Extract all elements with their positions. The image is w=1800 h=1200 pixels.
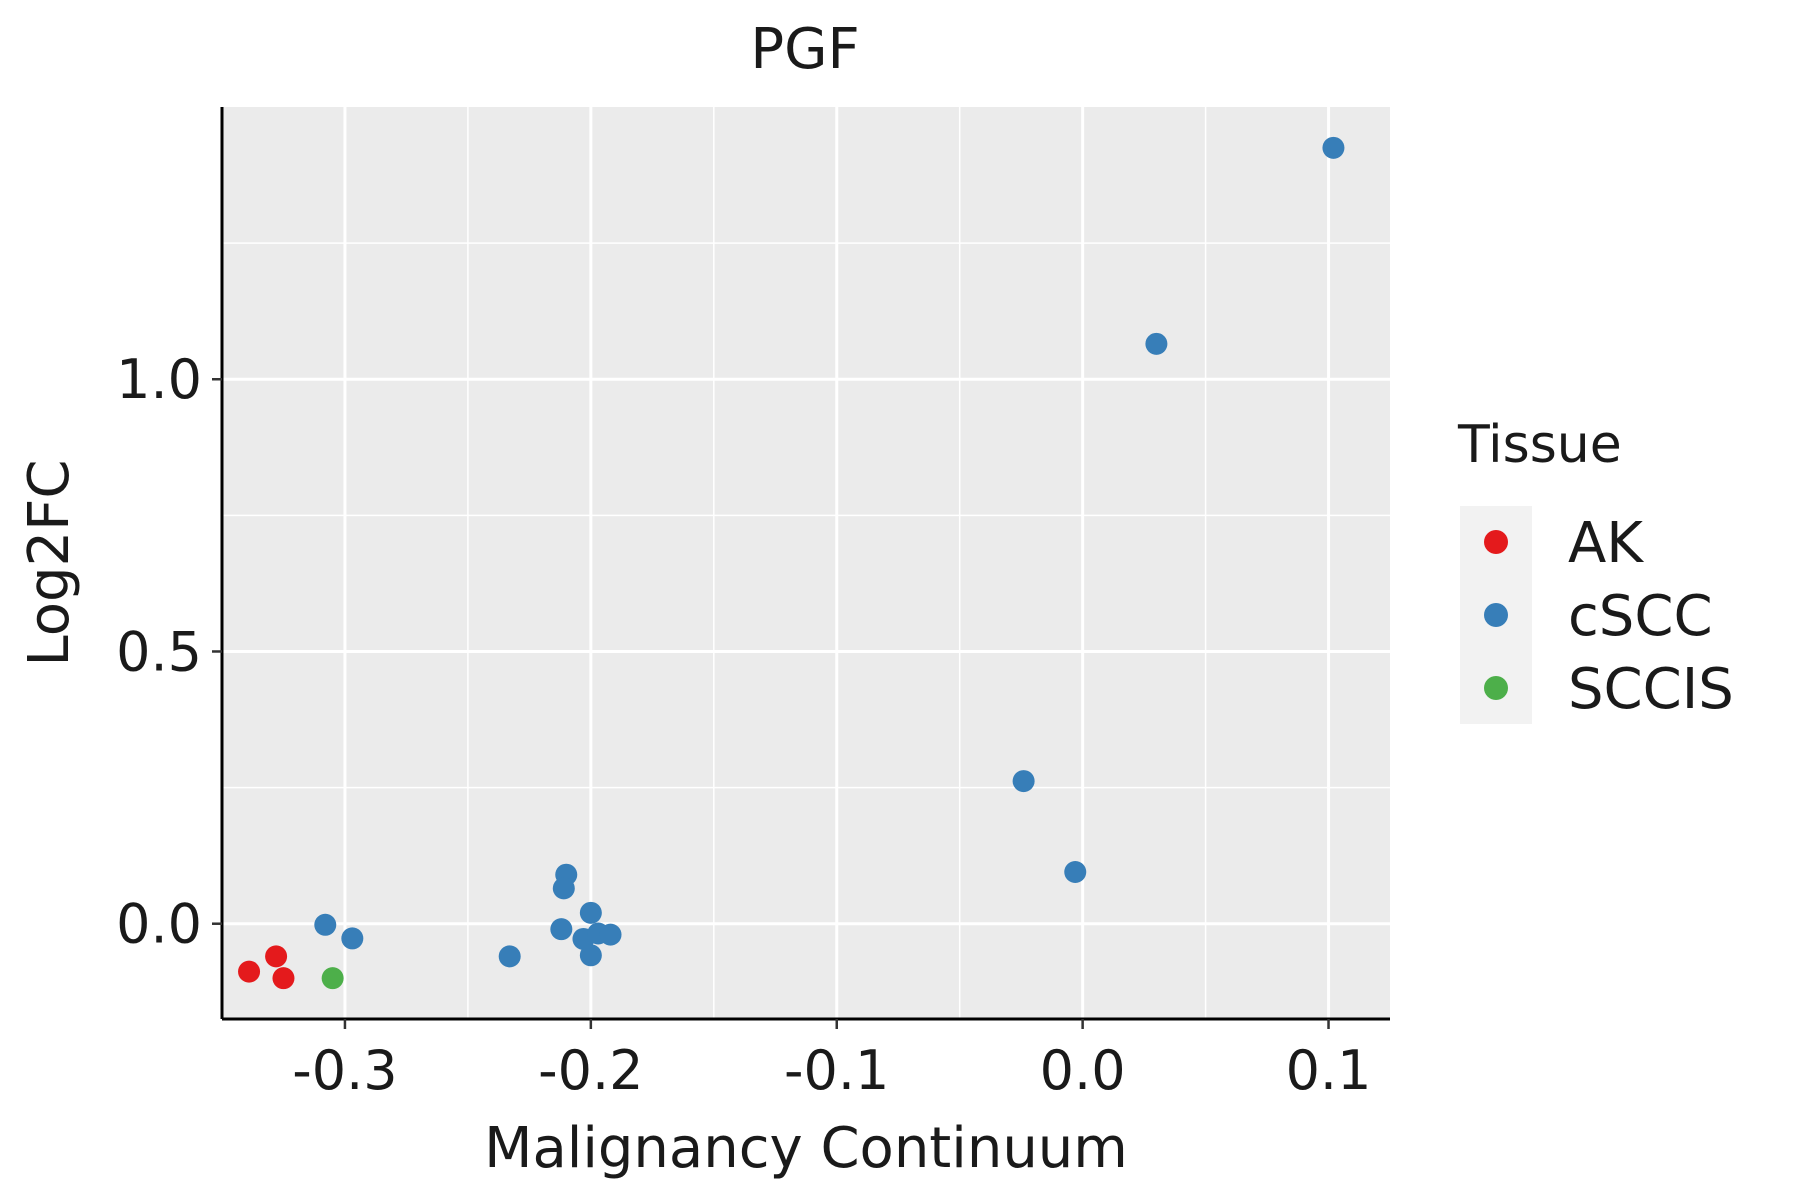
- data-point-cscc: [579, 944, 602, 967]
- chart-title: PGF: [750, 17, 859, 82]
- data-point-ak: [238, 960, 261, 983]
- data-point-cscc: [314, 913, 337, 936]
- data-point-sccis: [321, 967, 344, 990]
- plot-panel: [222, 107, 1390, 1019]
- legend-label-sccis: SCCIS: [1568, 657, 1734, 722]
- data-point-cscc: [341, 927, 364, 950]
- major-gridlines: [222, 107, 1390, 1019]
- data-point-cscc: [599, 923, 622, 946]
- data-point-cscc: [550, 918, 573, 941]
- legend-key-cscc: [1484, 603, 1508, 627]
- data-point-cscc: [1012, 770, 1035, 793]
- x-tick-label: 0.0: [1040, 1039, 1126, 1102]
- data-point-cscc: [1322, 136, 1345, 159]
- x-tick-label: -0.2: [538, 1039, 643, 1102]
- legend-label-cscc: cSCC: [1568, 584, 1713, 649]
- legend-key-ak: [1484, 530, 1508, 554]
- legend: Tissue AK cSCC SCCIS: [1457, 415, 1734, 724]
- legend-items: AK cSCC SCCIS: [1484, 511, 1734, 722]
- y-axis-ticks: 0.0 0.5 1.0: [116, 348, 222, 956]
- x-axis-ticks: -0.3 -0.2 -0.1 0.0 0.1: [292, 1019, 1371, 1102]
- legend-title: Tissue: [1457, 415, 1622, 475]
- y-tick-label: 0.5: [116, 620, 202, 683]
- data-point-ak: [265, 945, 288, 968]
- y-tick-label: 1.0: [116, 348, 202, 411]
- x-tick-label: -0.1: [784, 1039, 889, 1102]
- x-tick-label: -0.3: [292, 1039, 397, 1102]
- data-point-cscc: [1145, 332, 1168, 355]
- data-point-cscc: [579, 901, 602, 924]
- x-tick-label: 0.1: [1286, 1039, 1372, 1102]
- legend-key-sccis: [1484, 676, 1508, 700]
- y-tick-label: 0.0: [116, 893, 202, 956]
- legend-label-ak: AK: [1568, 511, 1644, 576]
- x-axis-label: Malignancy Continuum: [484, 1116, 1128, 1181]
- data-point-cscc: [498, 945, 521, 968]
- data-point-ak: [272, 967, 295, 990]
- data-point-cscc: [1064, 860, 1087, 883]
- data-points: [238, 136, 1345, 990]
- y-axis-label: Log2FC: [17, 460, 82, 667]
- data-point-cscc: [552, 877, 575, 900]
